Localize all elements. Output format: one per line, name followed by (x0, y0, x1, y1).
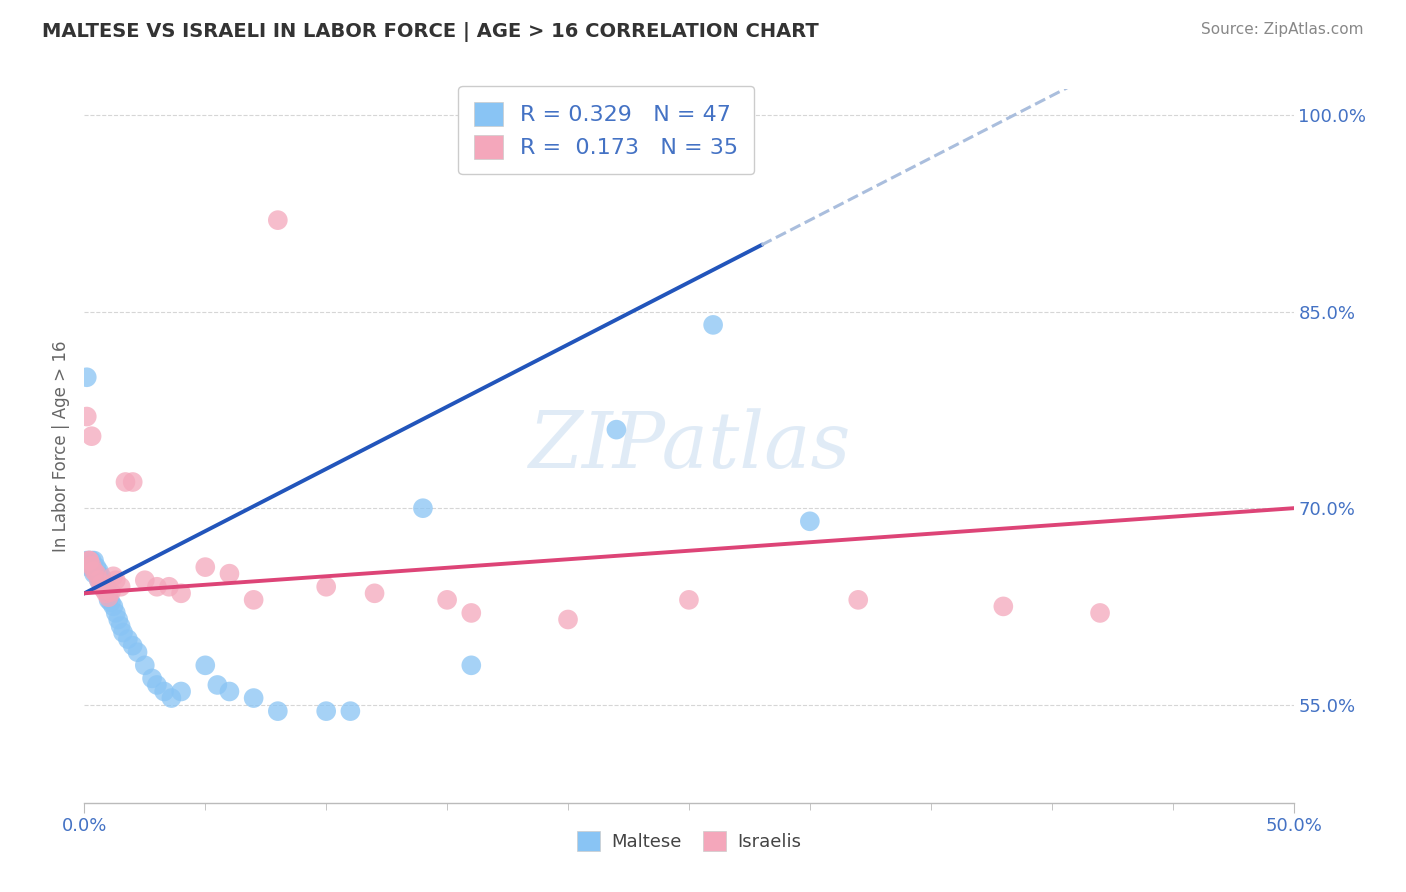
Point (80, 558, 103, 573)
Point (86, 560, 108, 574)
Point (153, 684, 176, 698)
Point (107, 612, 129, 626)
Point (702, 318, 724, 332)
Point (170, 684, 193, 698)
Point (83, 566, 105, 581)
Point (436, 592, 458, 607)
Point (267, 704, 290, 718)
Point (103, 599, 125, 614)
Point (121, 639, 143, 653)
Point (412, 501, 434, 516)
Point (90, 569, 112, 583)
Point (678, 592, 700, 607)
Point (87, 573, 110, 587)
Point (605, 423, 627, 437)
Point (93, 582, 115, 597)
Point (194, 560, 217, 574)
Point (160, 691, 183, 706)
Point (799, 514, 821, 528)
Point (83, 564, 105, 578)
Point (83, 553, 105, 567)
Point (97, 586, 120, 600)
Point (77, 553, 100, 567)
Point (94, 582, 117, 597)
Point (90, 573, 112, 587)
Point (94, 586, 117, 600)
Point (86, 566, 108, 581)
Text: MALTESE VS ISRAELI IN LABOR FORCE | AGE > 16 CORRELATION CHART: MALTESE VS ISRAELI IN LABOR FORCE | AGE … (42, 22, 818, 42)
Point (114, 475, 136, 489)
Point (86, 566, 108, 581)
Point (97, 592, 120, 607)
Point (363, 586, 385, 600)
Point (157, 580, 180, 594)
Point (207, 678, 229, 692)
Point (315, 580, 337, 594)
Point (315, 704, 337, 718)
Legend: Maltese, Israelis: Maltese, Israelis (569, 823, 808, 858)
Point (76, 409, 98, 424)
Y-axis label: In Labor Force | Age > 16: In Labor Force | Age > 16 (52, 340, 70, 552)
Point (846, 592, 869, 607)
Point (80, 553, 103, 567)
Point (80, 560, 103, 574)
Point (218, 684, 240, 698)
Point (110, 580, 132, 594)
Point (100, 585, 122, 599)
Point (76, 553, 98, 567)
Text: ZIPatlas: ZIPatlas (527, 408, 851, 484)
Point (87, 569, 110, 583)
Point (97, 591, 120, 605)
Point (104, 573, 127, 587)
Point (218, 566, 240, 581)
Point (90, 577, 112, 591)
Point (110, 619, 132, 633)
Text: Source: ZipAtlas.com: Source: ZipAtlas.com (1201, 22, 1364, 37)
Point (77, 553, 100, 567)
Point (87, 573, 110, 587)
Point (76, 370, 98, 384)
Point (1088, 606, 1111, 620)
Point (194, 658, 217, 673)
Point (104, 606, 127, 620)
Point (557, 612, 579, 626)
Point (134, 573, 156, 587)
Point (77, 553, 100, 567)
Point (103, 569, 125, 583)
Point (146, 580, 169, 594)
Point (267, 213, 290, 227)
Point (141, 672, 163, 686)
Point (87, 564, 110, 578)
Point (170, 586, 193, 600)
Point (242, 691, 264, 706)
Point (134, 658, 156, 673)
Point (100, 595, 122, 609)
Point (127, 645, 149, 659)
Point (112, 625, 135, 640)
Point (242, 592, 264, 607)
Point (993, 599, 1015, 614)
Point (117, 632, 139, 647)
Point (121, 475, 143, 489)
Point (80, 429, 103, 443)
Point (77, 560, 100, 574)
Point (339, 704, 361, 718)
Point (146, 678, 169, 692)
Point (460, 606, 482, 620)
Point (93, 577, 115, 591)
Point (460, 658, 482, 673)
Point (94, 580, 117, 594)
